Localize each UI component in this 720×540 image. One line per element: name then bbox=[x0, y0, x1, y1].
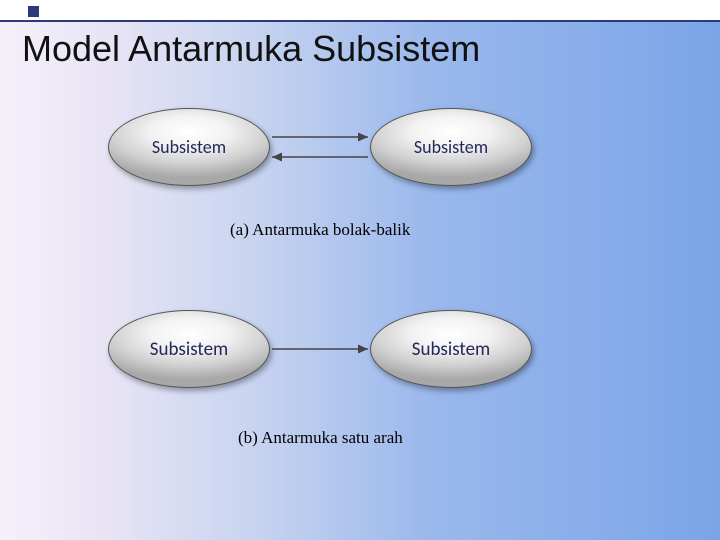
slide: Model Antarmuka Subsistem SubsistemSubsi… bbox=[0, 0, 720, 540]
diagram-caption: (b) Antarmuka satu arah bbox=[238, 428, 403, 448]
arrow bbox=[272, 345, 368, 354]
diagram-content: SubsistemSubsistem(a) Antarmuka bolak-ba… bbox=[0, 90, 720, 510]
top-bar bbox=[0, 0, 720, 22]
page-title: Model Antarmuka Subsistem bbox=[22, 28, 480, 70]
title-bullet bbox=[28, 6, 39, 17]
